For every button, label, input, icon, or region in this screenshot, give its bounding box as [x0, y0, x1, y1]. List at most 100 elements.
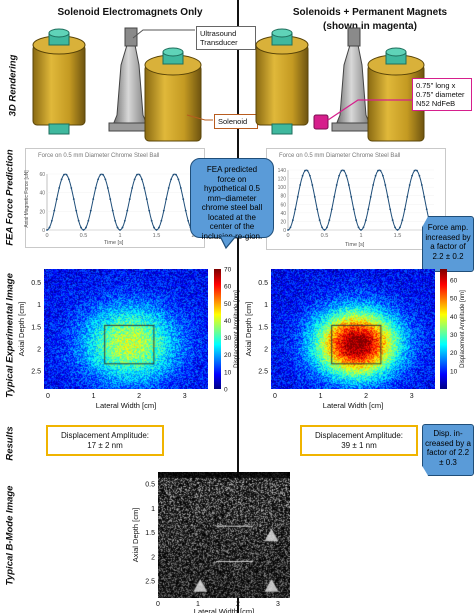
cb-tick: 0	[224, 387, 228, 394]
fea-curve-marker	[106, 187, 109, 189]
bmode-ytick: 2.5	[145, 579, 155, 586]
fea-curve-marker	[384, 184, 387, 186]
fea-right-xlabel: Time [s]	[345, 242, 365, 248]
fea-curve-marker	[411, 174, 413, 177]
fea-curve-marker	[399, 226, 401, 229]
row-label-bmode: Typical B-Mode Image	[4, 485, 16, 586]
row-label-results: Results	[4, 426, 16, 461]
fea-ytick: 20	[39, 209, 45, 215]
cb-tick: 60	[450, 277, 458, 284]
fea-curve-marker	[133, 178, 136, 181]
exp-ytick: 1	[37, 302, 41, 309]
colorbar-right	[440, 269, 447, 389]
fea-curve-marker	[408, 184, 411, 186]
fea-ytick: 100	[278, 185, 287, 191]
fea-ytick: 140	[278, 168, 287, 174]
fea-curve-marker	[416, 169, 418, 172]
fea-curve-marker	[114, 219, 117, 222]
fea-xtick: 0	[45, 233, 48, 239]
fea-curve-marker	[109, 198, 112, 200]
transducer-callout: Ultrasound Transducer	[196, 26, 256, 50]
fea-curve-marker	[99, 173, 102, 176]
exp-xtick: 3	[183, 393, 187, 400]
fea-curve-marker	[48, 226, 51, 229]
exp-ytick: 2	[264, 347, 268, 354]
fea-curve-marker	[97, 178, 99, 181]
fea-curve-marker	[65, 173, 68, 176]
fea-curve-marker	[53, 209, 56, 212]
colorbar-left	[214, 269, 221, 389]
fea-curve-marker	[85, 226, 87, 229]
fea-curve-marker	[335, 184, 338, 186]
row-label-fea: FEA Force Prediction	[4, 149, 16, 246]
result-right: Displacement Amplitude: 39 ± 1 nm	[300, 425, 418, 456]
row-label-render: 3D Rendering	[7, 54, 19, 117]
fea-curve-marker	[386, 195, 389, 198]
fea-plot-left	[25, 148, 205, 248]
fea-curve-marker	[136, 173, 138, 176]
solenoid-left-1	[32, 28, 86, 135]
fea-curve-marker	[150, 219, 153, 222]
right-column-title-line1: Solenoids + Permanent Magnets	[292, 7, 448, 18]
transducer-right	[331, 27, 375, 132]
fea-curve-marker	[311, 184, 314, 186]
fea-curve-marker	[55, 198, 58, 200]
fea-ytick: 0	[42, 228, 45, 234]
fea-curve-marker	[289, 226, 292, 229]
fea-ytick: 80	[280, 194, 286, 200]
fea-curve-marker	[321, 226, 323, 229]
fea-curve-marker	[46, 229, 48, 231]
fea-curve-marker	[309, 174, 311, 177]
fea-curve-marker	[179, 187, 182, 189]
fea-curve-marker	[379, 169, 382, 172]
fea-xtick: 0	[286, 233, 289, 239]
fea-curve-marker	[160, 219, 163, 222]
exp-ytick: 1	[264, 302, 268, 309]
fea-curve-marker	[357, 226, 360, 229]
magnet-callout: 0.75" long x 0.75" diameter N52 NdFeB	[412, 78, 472, 111]
fea-curve-marker	[377, 169, 379, 172]
fea-curve-marker	[394, 226, 396, 229]
result-right-line1: Displacement Amplitude:	[314, 431, 404, 440]
right-column-title-line2: (shown in magenta)	[323, 21, 417, 32]
fea-curve-marker	[425, 208, 428, 211]
fea-curve-marker	[126, 209, 129, 212]
fea-curve-marker	[391, 219, 394, 221]
cb-tick: 20	[450, 350, 458, 357]
fea-xtick: 1	[359, 233, 362, 239]
fea-curve-marker	[82, 229, 85, 231]
exp-xlabel: Lateral Width [cm]	[323, 401, 383, 410]
fea-curve-marker	[347, 184, 350, 186]
fea-curve-marker	[162, 209, 165, 212]
fea-curve-marker	[330, 208, 333, 211]
exp-ytick: 2	[37, 347, 41, 354]
magnet-callout-line2: 0.75" diameter	[416, 90, 465, 99]
fea-ytick: 60	[39, 172, 45, 178]
fea-curve-marker	[143, 187, 146, 189]
fea-curve-marker	[294, 208, 297, 211]
fea-ytick: 40	[280, 211, 286, 217]
bmode-xtick: 0	[156, 601, 160, 608]
exp-ylabel: Axial Depth [cm]	[17, 302, 26, 357]
fea-curve-marker	[413, 169, 416, 172]
fea-left-xlabel: Time [s]	[104, 240, 124, 246]
fea-curve-marker	[184, 209, 187, 212]
experimental-axes-right: 0.5 1 1.5 2 2.5 0 1 2 3 Lateral Width [cm] Axial D…	[244, 277, 466, 410]
cb-tick: 50	[224, 301, 232, 308]
fea-curve-marker	[175, 173, 177, 176]
fea-note-pointer	[219, 236, 237, 250]
fea-curve-marker	[374, 174, 377, 177]
fea-curve-marker	[296, 195, 299, 198]
cb-tick: 40	[450, 314, 458, 321]
fea-curve-marker	[68, 178, 70, 181]
exp-xtick: 2	[364, 393, 368, 400]
exp-ytick: 0.5	[258, 280, 268, 287]
fea-curve-marker	[328, 219, 331, 221]
fea-curve-marker	[63, 173, 65, 176]
fea-curve-marker	[94, 187, 97, 189]
fea-curve-marker	[323, 229, 326, 231]
fea-curve-marker	[170, 178, 173, 181]
fea-curve-marker	[287, 229, 289, 231]
fea-curve-marker	[128, 198, 131, 200]
